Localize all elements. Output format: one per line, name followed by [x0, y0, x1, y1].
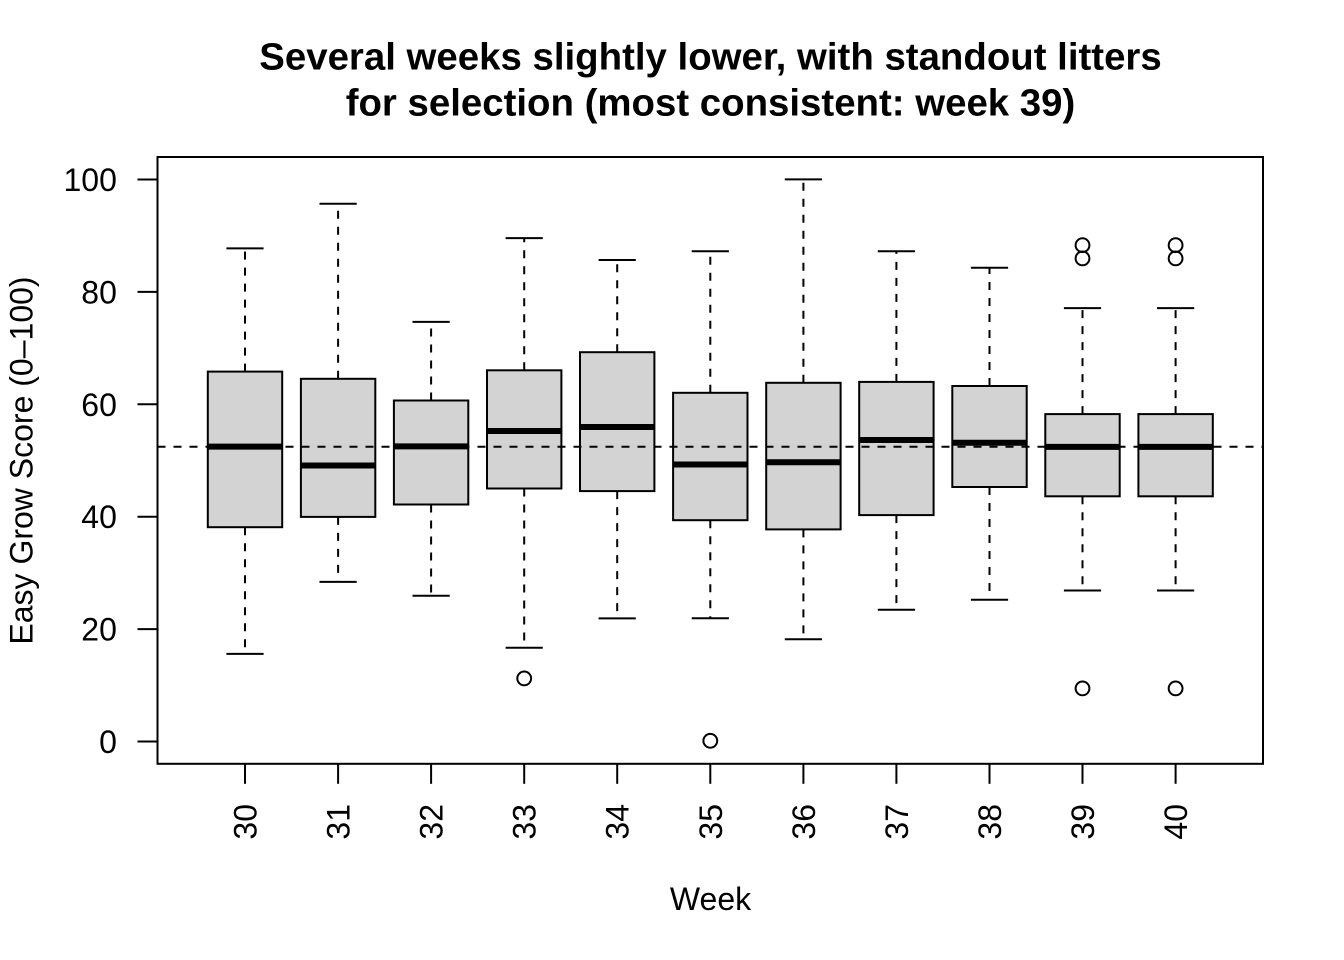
- svg-text:0: 0: [99, 724, 117, 760]
- svg-text:Week: Week: [670, 881, 752, 917]
- svg-text:33: 33: [507, 804, 543, 840]
- svg-text:35: 35: [693, 804, 729, 840]
- svg-text:Easy Grow Score (0–100): Easy Grow Score (0–100): [4, 276, 40, 644]
- svg-text:for selection (most consistent: for selection (most consistent: week 39): [346, 82, 1076, 125]
- svg-text:100: 100: [64, 162, 117, 198]
- svg-text:Several weeks slightly lower,: Several weeks slightly lower, with stand…: [259, 36, 1161, 79]
- svg-text:60: 60: [81, 387, 117, 423]
- svg-text:20: 20: [81, 612, 117, 648]
- svg-text:34: 34: [600, 804, 636, 840]
- svg-text:40: 40: [1158, 804, 1194, 840]
- svg-text:37: 37: [879, 804, 915, 840]
- svg-text:36: 36: [786, 804, 822, 840]
- svg-text:80: 80: [81, 274, 117, 310]
- svg-text:32: 32: [414, 804, 450, 840]
- svg-text:40: 40: [81, 499, 117, 535]
- svg-text:30: 30: [228, 804, 264, 840]
- svg-text:38: 38: [972, 804, 1008, 840]
- svg-text:39: 39: [1065, 804, 1101, 840]
- svg-text:31: 31: [321, 804, 357, 840]
